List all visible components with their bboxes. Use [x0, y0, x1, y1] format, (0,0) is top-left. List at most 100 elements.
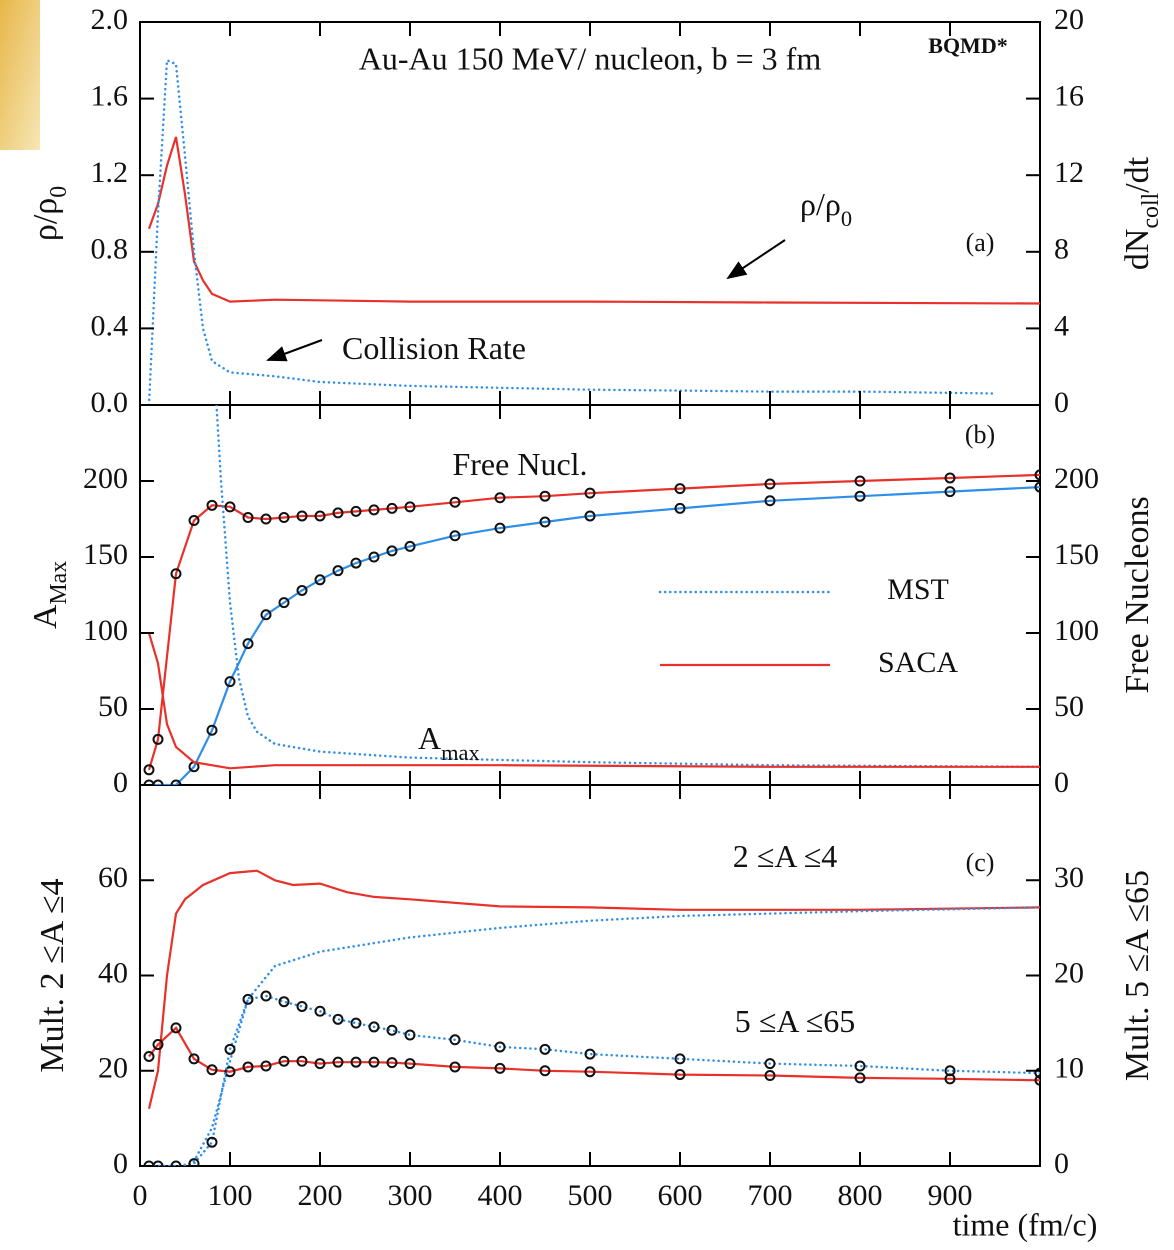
y-tick-label: 0	[113, 766, 128, 799]
data-point	[332, 507, 344, 519]
data-point	[449, 530, 461, 542]
data-point	[368, 504, 380, 516]
series-line	[147, 906, 1040, 1166]
data-point	[224, 676, 236, 688]
data-point	[350, 1017, 362, 1029]
data-point	[278, 597, 290, 609]
y2-tick-label: 20	[1054, 956, 1084, 989]
data-point	[674, 1069, 686, 1081]
data-point	[539, 516, 551, 528]
data-point	[368, 1021, 380, 1033]
data-point	[944, 1065, 956, 1077]
series-line	[147, 869, 1040, 1110]
y-tick-label: 200	[83, 462, 128, 495]
data-point	[152, 779, 164, 785]
data-point	[539, 490, 551, 502]
data-point	[539, 1065, 551, 1077]
annotation: Collision Rate	[342, 330, 526, 366]
annotation: BQMD*	[928, 33, 1007, 58]
data-point	[206, 1136, 218, 1148]
y2-axis-label: Mult. 5 ≤A ≤65	[1119, 870, 1156, 1081]
annotation: Amax	[418, 720, 480, 764]
y2-axis-label-part: dN	[1119, 229, 1156, 271]
data-point	[170, 1160, 182, 1166]
data-point	[224, 1066, 236, 1078]
y2-axis-label: dNcoll/dt	[1119, 156, 1165, 270]
data-point	[494, 492, 506, 504]
data-point	[854, 1060, 866, 1072]
y-tick-label: 1.2	[91, 156, 129, 189]
y-tick-label: 100	[83, 614, 128, 647]
data-point	[764, 495, 776, 507]
data-point	[494, 522, 506, 534]
annotation-part: 2 ≤A ≤4	[733, 838, 837, 874]
data-point	[674, 502, 686, 514]
annotation: 2 ≤A ≤4	[733, 838, 837, 874]
annotation-part: 5 ≤A ≤65	[735, 1003, 855, 1039]
y2-axis-label-part: /dt	[1119, 156, 1156, 192]
annotation-part: Collision Rate	[342, 330, 526, 366]
series-line	[147, 58, 997, 405]
panel-label: (a)	[966, 228, 995, 257]
data-point	[152, 1039, 164, 1051]
data-point	[143, 779, 155, 785]
data-point	[449, 496, 461, 508]
data-point	[242, 1061, 254, 1073]
x-tick-label: 200	[298, 1179, 343, 1212]
y-tick-label: 2.0	[91, 3, 129, 36]
y-tick-label: 50	[98, 690, 128, 723]
data-point	[143, 764, 155, 776]
annotation-part: A	[418, 720, 441, 756]
data-point	[206, 724, 218, 736]
data-point	[242, 638, 254, 650]
data-point	[188, 1053, 200, 1065]
data-point	[449, 1034, 461, 1046]
data-point	[224, 1043, 236, 1055]
data-point	[584, 510, 596, 522]
corner-decoration	[0, 0, 40, 150]
data-point	[449, 1061, 461, 1073]
series-line	[215, 405, 1040, 769]
y2-tick-label: 0	[1054, 1147, 1069, 1180]
y2-axis-label-part: coll	[1138, 192, 1164, 228]
y-tick-label: 1.6	[91, 79, 129, 112]
plot-area	[147, 58, 1040, 405]
data-point	[584, 487, 596, 499]
series-line	[147, 632, 1040, 770]
y2-tick-label: 150	[1054, 538, 1099, 571]
data-point	[332, 565, 344, 577]
data-point	[944, 472, 956, 484]
y-axis-label-part: 0	[46, 186, 72, 198]
data-point	[674, 1053, 686, 1065]
y-axis-label: ρ/ρ0	[27, 186, 73, 241]
panel-label: (c)	[966, 848, 995, 877]
data-point	[170, 1022, 182, 1034]
data-point	[386, 502, 398, 514]
annotation-part: BQMD*	[928, 33, 1007, 58]
data-point	[764, 1070, 776, 1082]
arrow	[266, 339, 323, 362]
plot-area	[143, 869, 1040, 1166]
data-point	[854, 490, 866, 502]
data-point	[494, 1062, 506, 1074]
data-point	[539, 1043, 551, 1055]
data-point	[314, 574, 326, 586]
data-point	[296, 510, 308, 522]
data-point	[854, 475, 866, 487]
y2-tick-label: 20	[1054, 3, 1084, 36]
y2-tick-label: 0	[1054, 386, 1069, 419]
data-point	[314, 1005, 326, 1017]
data-point	[1034, 1074, 1040, 1086]
series-line	[148, 1026, 1040, 1082]
y2-tick-label: 200	[1054, 462, 1099, 495]
x-axis-label: time (fm/c)	[953, 1206, 1098, 1242]
data-point	[368, 1056, 380, 1068]
legend-label: SACA	[878, 646, 958, 679]
data-point	[494, 1041, 506, 1053]
y-tick-label: 0.0	[91, 386, 129, 419]
data-point	[854, 1072, 866, 1084]
annotation-part: ρ/ρ	[800, 186, 841, 222]
y-axis-label-part: Mult. 2 ≤A ≤4	[34, 878, 71, 1072]
data-point	[674, 483, 686, 495]
